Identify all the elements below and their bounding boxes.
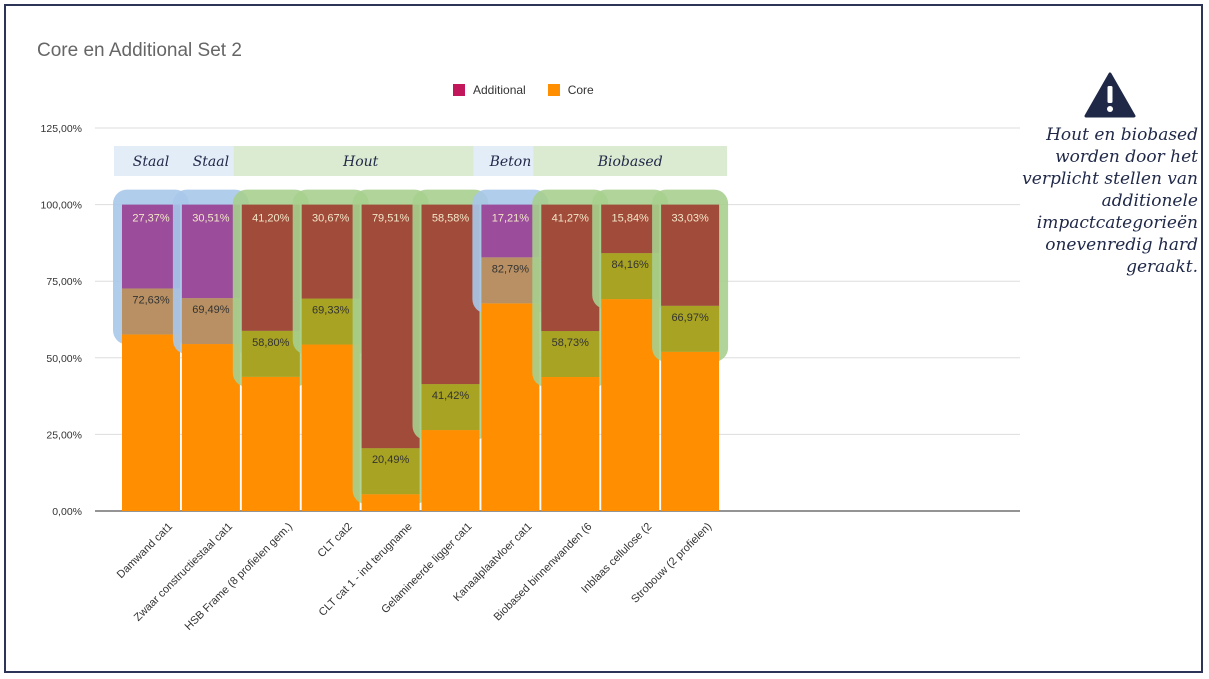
data-label-core: 69,33% (312, 305, 350, 317)
bar-core-base (601, 299, 660, 511)
bar-additional (541, 204, 600, 332)
legend-item-core: Core (547, 83, 594, 97)
legend-swatch-core (547, 84, 560, 96)
bar-core-base (241, 376, 300, 511)
x-tick-label: HSB Frame (8 profielen gem.) (183, 521, 295, 633)
annotation-note: Hout en biobased worden door het verplic… (1022, 125, 1198, 277)
bar-core-base (421, 430, 480, 511)
data-label-additional: 27,37% (132, 213, 170, 225)
data-label-additional: 15,84% (612, 213, 650, 225)
warning-triangle-icon (1084, 72, 1136, 118)
legend-item-additional: Additional (453, 83, 526, 97)
data-label-additional: 79,51% (372, 213, 410, 225)
legend: Additional Core (453, 83, 608, 97)
data-label-core: 82,79% (492, 263, 530, 275)
bar-core-base (301, 344, 360, 511)
data-label-core: 41,42% (432, 390, 470, 402)
bar-core-highlighted (301, 298, 360, 345)
y-tick-label: 0,00% (52, 506, 82, 518)
bar-core-highlighted (421, 384, 480, 431)
group-band (533, 146, 728, 176)
data-label-additional: 30,67% (312, 213, 350, 225)
bar-core-highlighted (481, 257, 540, 304)
bar-additional (361, 204, 420, 449)
x-tick-label: Damwand cat1 (115, 521, 175, 581)
bar-additional (421, 204, 480, 385)
y-tick-label: 125,00% (41, 123, 82, 135)
group-label: Staal (193, 154, 229, 170)
group-label: Hout (342, 154, 379, 170)
data-label-core: 72,63% (132, 294, 170, 306)
data-label-core: 20,49% (372, 454, 410, 466)
data-label-additional: 41,27% (552, 213, 590, 225)
legend-label-core: Core (567, 83, 594, 97)
group-label: Biobased (597, 154, 663, 170)
bar-additional (481, 204, 540, 258)
data-label-additional: 30,51% (192, 213, 230, 225)
bar-additional (301, 204, 360, 299)
bar-additional (241, 204, 300, 331)
bar-core-highlighted (361, 448, 420, 495)
y-tick-label: 100,00% (41, 200, 82, 212)
y-tick-label: 25,00% (46, 429, 82, 441)
chart-title: Core en Additional Set 2 (37, 40, 242, 61)
bar-core-highlighted (601, 253, 660, 300)
bar-core-base (541, 377, 600, 511)
bar-core-highlighted (241, 330, 300, 377)
bar-core-base (661, 351, 720, 511)
y-tick-label: 50,00% (46, 353, 82, 365)
bar-additional (601, 204, 660, 254)
data-label-core: 84,16% (612, 259, 650, 271)
data-label-additional: 33,03% (671, 213, 709, 225)
data-label-additional: 41,20% (252, 213, 290, 225)
x-tick-label: Zwaar constructiestaal cat1 (132, 521, 235, 624)
group-label: Beton (489, 154, 532, 170)
group-band (233, 146, 488, 176)
bar-core-base (122, 334, 180, 511)
group-label: Staal (133, 154, 169, 170)
bar-additional (181, 204, 240, 299)
data-label-core: 58,73% (552, 337, 590, 349)
x-tick-label: CLT cat2 (315, 521, 354, 560)
bar-core-highlighted (122, 288, 180, 335)
data-label-core: 58,80% (252, 337, 290, 349)
bar-additional (661, 204, 720, 306)
bar-additional (122, 204, 180, 289)
bar-core-highlighted (181, 298, 240, 345)
bar-core-highlighted (541, 331, 600, 378)
data-label-additional: 58,58% (432, 213, 470, 225)
legend-swatch-additional (453, 84, 465, 96)
legend-label-additional: Additional (473, 83, 526, 97)
bar-core-highlighted (661, 305, 720, 352)
bar-core-base (481, 303, 540, 511)
data-label-core: 69,49% (192, 304, 230, 316)
x-tick-label: Biobased binnenwanden (6 (492, 521, 595, 624)
bar-core-base (361, 494, 420, 511)
data-label-additional: 17,21% (492, 213, 530, 225)
bar-core-base (181, 344, 240, 511)
data-label-core: 66,97% (671, 312, 709, 324)
y-tick-label: 75,00% (46, 276, 82, 288)
